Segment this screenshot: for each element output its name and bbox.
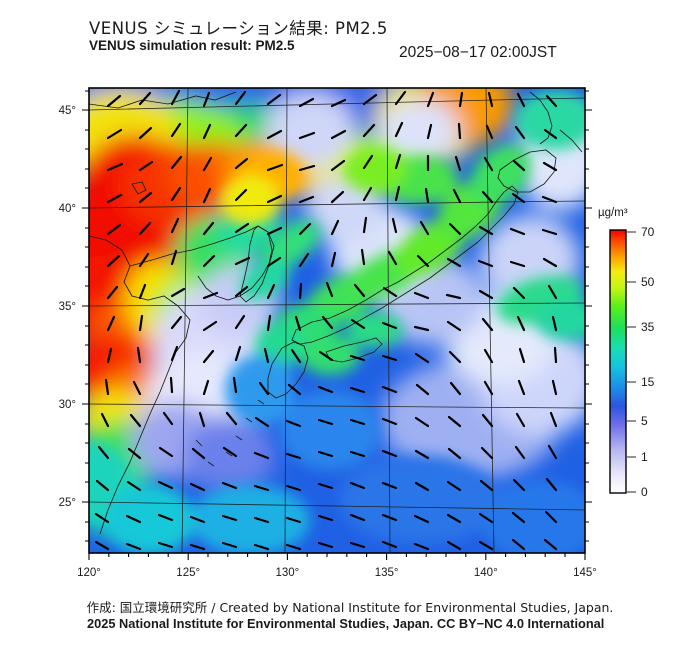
page-title-ja: VENUS シミュレーション結果: PM2.5 <box>89 19 388 38</box>
y-tick-label: 35° <box>59 301 76 313</box>
x-tick-label: 135° <box>375 567 399 579</box>
timestamp-label: 2025−08−17 02:00JST <box>399 44 557 61</box>
colorbar-tick-label: 1 <box>641 450 648 464</box>
credit-english-text: © 2025 National Institute for Environmen… <box>86 616 605 631</box>
colorbar-ticks <box>626 231 636 493</box>
colorbar-tick-label: 15 <box>641 375 655 389</box>
colorbar-unit-label: µg/m³ <box>598 207 628 219</box>
colorbar-gradient <box>609 229 627 494</box>
colorbar-tick-label: 5 <box>641 414 648 428</box>
page-title-en: VENUS simulation result: PM2.5 <box>89 38 295 53</box>
plot-frame <box>88 87 586 554</box>
y-tick-label: 25° <box>59 497 76 509</box>
x-axis-labels: 120° 125° 130° 135° 140° 145° <box>77 567 597 579</box>
credit-english: © 2025 National Institute for Environmen… <box>86 616 606 631</box>
wind-vector-overlay <box>94 89 558 551</box>
x-tick-label: 125° <box>176 567 200 579</box>
colorbar-tick-label: 35 <box>641 320 655 334</box>
colorbar-tick-labels: 70 50 35 15 5 1 0 <box>641 225 655 499</box>
colorbar-tick-label: 70 <box>641 225 655 239</box>
y-tick-label: 30° <box>59 399 76 411</box>
colorbar-tick-label: 50 <box>641 275 655 289</box>
credit-japanese: 作成: 国立環境研究所 / Created by National Instit… <box>86 600 614 615</box>
y-axis-labels: 45° 40° 35° 30° 25° <box>59 105 76 509</box>
y-tick-label: 40° <box>59 203 76 215</box>
x-tick-label: 145° <box>573 567 597 579</box>
colorbar-tick-label: 0 <box>641 485 648 499</box>
x-tick-label: 140° <box>474 567 498 579</box>
pm25-concentration-field <box>89 88 585 553</box>
y-tick-label: 45° <box>59 105 76 117</box>
x-tick-label: 120° <box>77 567 101 579</box>
colorbar-legend: µg/m³ 70 50 35 15 5 1 0 <box>598 207 655 499</box>
axis-ticks <box>82 90 592 560</box>
x-tick-label: 130° <box>276 567 300 579</box>
